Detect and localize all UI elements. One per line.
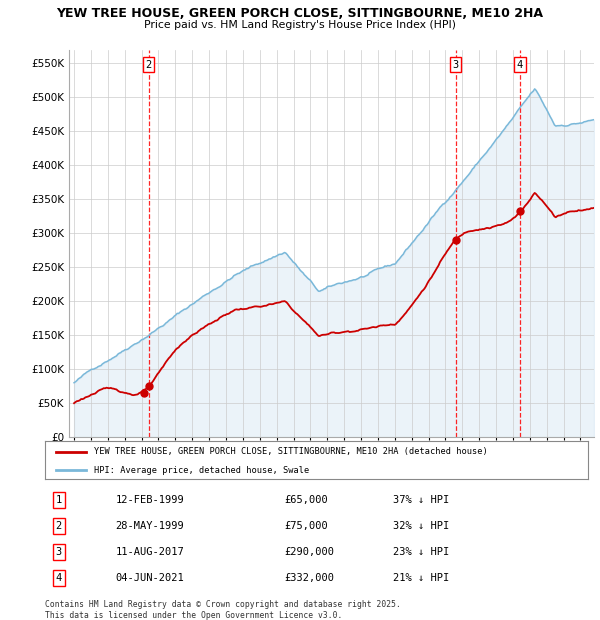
Text: 04-JUN-2021: 04-JUN-2021	[116, 574, 184, 583]
Text: £75,000: £75,000	[284, 521, 328, 531]
Text: 4: 4	[517, 60, 523, 69]
Text: 3: 3	[452, 60, 459, 69]
Text: Price paid vs. HM Land Registry's House Price Index (HPI): Price paid vs. HM Land Registry's House …	[144, 20, 456, 30]
Text: 1: 1	[55, 495, 62, 505]
Text: 2: 2	[55, 521, 62, 531]
Text: Contains HM Land Registry data © Crown copyright and database right 2025.
This d: Contains HM Land Registry data © Crown c…	[45, 600, 401, 619]
Text: 23% ↓ HPI: 23% ↓ HPI	[392, 547, 449, 557]
Text: HPI: Average price, detached house, Swale: HPI: Average price, detached house, Swal…	[94, 466, 309, 475]
Text: 21% ↓ HPI: 21% ↓ HPI	[392, 574, 449, 583]
Text: 3: 3	[55, 547, 62, 557]
Text: YEW TREE HOUSE, GREEN PORCH CLOSE, SITTINGBOURNE, ME10 2HA: YEW TREE HOUSE, GREEN PORCH CLOSE, SITTI…	[56, 7, 544, 20]
Text: 32% ↓ HPI: 32% ↓ HPI	[392, 521, 449, 531]
Text: 4: 4	[55, 574, 62, 583]
Text: £332,000: £332,000	[284, 574, 334, 583]
Text: £65,000: £65,000	[284, 495, 328, 505]
Text: YEW TREE HOUSE, GREEN PORCH CLOSE, SITTINGBOURNE, ME10 2HA (detached house): YEW TREE HOUSE, GREEN PORCH CLOSE, SITTI…	[94, 448, 488, 456]
Text: 28-MAY-1999: 28-MAY-1999	[116, 521, 184, 531]
Text: 11-AUG-2017: 11-AUG-2017	[116, 547, 184, 557]
Text: £290,000: £290,000	[284, 547, 334, 557]
Text: 37% ↓ HPI: 37% ↓ HPI	[392, 495, 449, 505]
Text: 2: 2	[145, 60, 152, 69]
Text: 12-FEB-1999: 12-FEB-1999	[116, 495, 184, 505]
